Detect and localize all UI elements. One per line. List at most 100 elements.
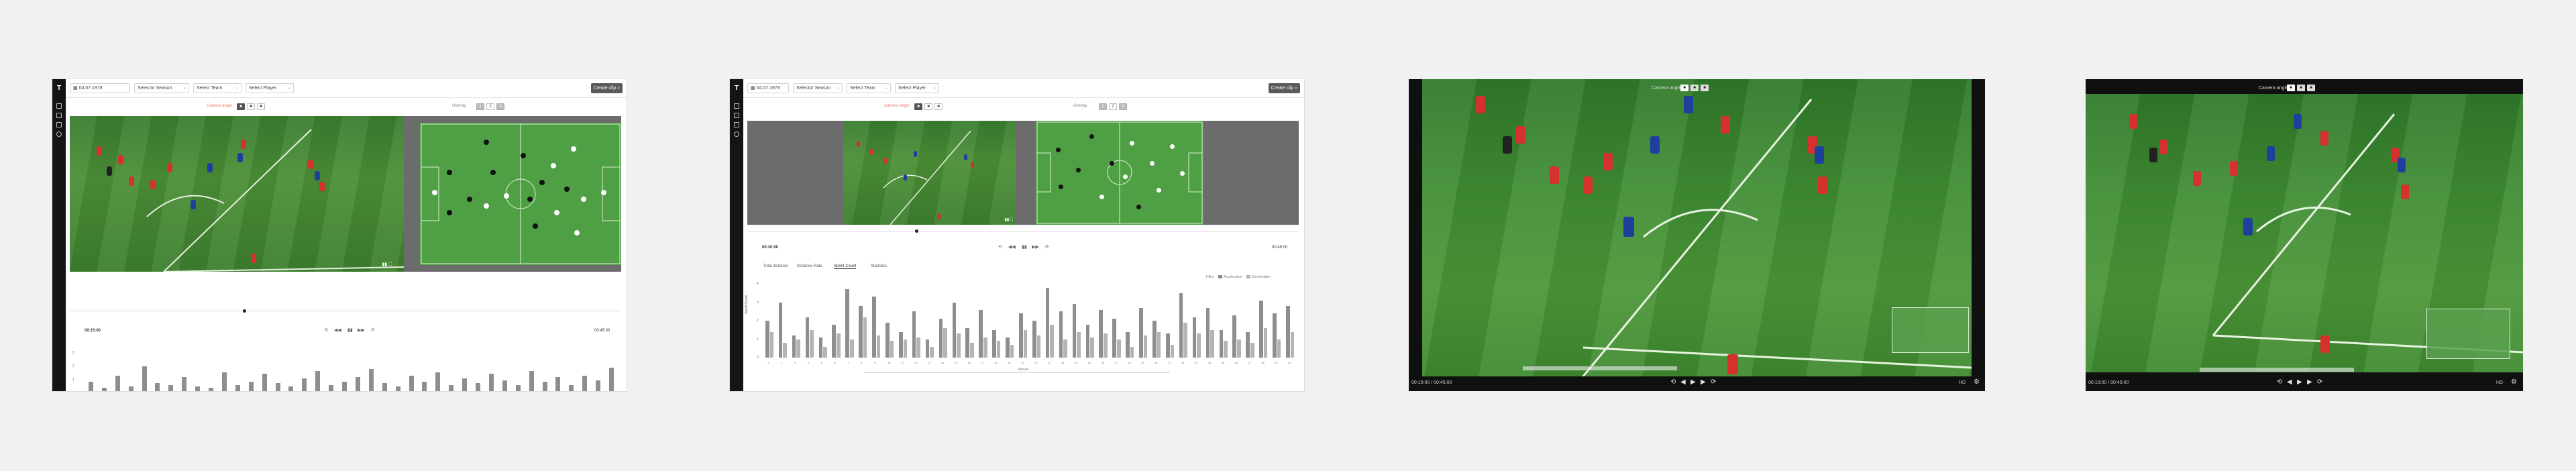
team-select[interactable]: Select Team ⌄ [847, 83, 891, 93]
overlay-option-2[interactable]: 2 [1109, 103, 1117, 110]
match-video[interactable]: ▮▮ ⛶ [843, 121, 1016, 225]
overlay-option-3[interactable]: 3 [1119, 103, 1127, 110]
video-time: 00:10:00 / 00:45:00 [2088, 380, 2129, 385]
forward-icon[interactable]: ⟳ [1711, 378, 1717, 386]
pause-icon[interactable]: ▮▮ [1022, 245, 1027, 250]
next-icon[interactable]: ▶ [2307, 378, 2312, 386]
dashboard-icon[interactable] [734, 103, 739, 109]
app-logo[interactable]: T [734, 85, 739, 92]
pitch-lines [883, 130, 971, 225]
tab-total-distance[interactable]: Total distance [763, 264, 788, 268]
app-logo[interactable]: T [56, 85, 62, 92]
camera-option-3[interactable]: ■ [934, 103, 943, 110]
chevron-down-icon: ⌄ [182, 86, 186, 90]
player-select[interactable]: Select Player ⌄ [246, 83, 294, 93]
camera-option-2[interactable]: ■ [2297, 85, 2305, 91]
forward-icon[interactable]: ⟳ [371, 328, 375, 333]
forward-icon[interactable]: ⟳ [2317, 378, 2323, 386]
create-clip-button[interactable]: Create clip ⌕ [590, 83, 623, 93]
next-icon[interactable]: ▶▶ [358, 328, 365, 333]
camera-option-3[interactable]: ■ [2307, 85, 2315, 91]
overlay-option-2[interactable]: 2 [486, 103, 494, 110]
x-tick: 4 [807, 361, 809, 364]
token-black [1059, 185, 1063, 189]
camera-option-3[interactable]: ■ [1701, 85, 1709, 91]
player-home [1721, 116, 1730, 134]
rewind-icon[interactable]: ⟲ [324, 328, 328, 333]
player-home [883, 158, 887, 164]
rewind-icon[interactable]: ⟲ [998, 245, 1002, 250]
settings-icon[interactable]: ⚙ [1974, 378, 1980, 386]
play-icon[interactable]: ▶ [1690, 378, 1696, 386]
play-icon[interactable]: ▶ [2297, 378, 2302, 386]
prev-icon[interactable]: ◀◀ [334, 328, 341, 333]
chart-bar-acceleration [845, 289, 849, 358]
video-icon[interactable] [56, 113, 62, 118]
prev-icon[interactable]: ◀◀ [1008, 245, 1016, 250]
quality-badge[interactable]: HD [2496, 380, 2504, 385]
stats-icon[interactable] [56, 122, 62, 127]
camera-option-1[interactable]: ■ [237, 103, 245, 110]
chart-bar-acceleration [1205, 307, 1210, 358]
legend-acceleration[interactable]: Acceleration [1224, 275, 1242, 279]
next-icon[interactable]: ▶▶ [1032, 245, 1039, 250]
dashboard-icon[interactable] [56, 103, 62, 109]
video-controls-icons[interactable]: ▮▮ ⛶ [382, 262, 392, 267]
player-select[interactable]: Select Player ⌄ [895, 83, 939, 93]
chart-bar [435, 372, 441, 391]
tab-distance-rate[interactable]: Distance Rate [797, 264, 822, 268]
camera-option-2[interactable]: ■ [247, 103, 255, 110]
chart-bar-deceleration [970, 343, 974, 358]
minimap[interactable] [1892, 307, 1969, 353]
overlay-option-3[interactable]: 3 [496, 103, 504, 110]
camera-option-3[interactable]: ■ [257, 103, 265, 110]
video-scrubber[interactable] [2200, 368, 2354, 372]
pause-icon[interactable]: ▮▮ [347, 328, 353, 333]
x-tick: 7 [847, 361, 849, 364]
tab-sprint-count[interactable]: Sprint Count [834, 264, 857, 269]
timeline-marker[interactable] [243, 309, 246, 313]
match-video[interactable]: ▮▮ ⛶ [70, 116, 404, 272]
season-select[interactable]: Selector Season ⌄ [134, 83, 189, 93]
pitch-lines [146, 129, 404, 272]
camera-option-2[interactable]: ■ [1690, 85, 1699, 91]
next-icon[interactable]: ▶ [1701, 378, 1706, 386]
forward-icon[interactable]: ⟳ [1045, 245, 1049, 250]
stats-icon[interactable] [734, 122, 739, 127]
create-clip-button[interactable]: Create clip ⌕ [1268, 83, 1300, 93]
tab-statistics[interactable]: Statistics [871, 264, 888, 268]
user-icon[interactable] [56, 132, 62, 137]
date-picker[interactable]: ▦ 04.07.1978 [70, 83, 130, 93]
chart-bar-acceleration [1126, 331, 1130, 358]
date-picker[interactable]: ▦ 04.07.1978 [747, 83, 789, 93]
overlay-option-1[interactable]: 1 [476, 103, 484, 110]
video-controls-icons[interactable]: ▮▮ ⛶ [1004, 218, 1013, 222]
chart-bar-acceleration [1085, 324, 1090, 358]
match-video[interactable] [1422, 79, 1972, 376]
prev-icon[interactable]: ◀ [1680, 378, 1686, 386]
overlay-option-1[interactable]: 1 [1099, 103, 1107, 110]
tactical-board[interactable] [420, 123, 621, 265]
tactical-board[interactable] [1036, 121, 1203, 225]
camera-option-1[interactable]: ■ [914, 103, 922, 110]
camera-option-2[interactable]: ■ [924, 103, 932, 110]
video-icon[interactable] [734, 113, 739, 118]
match-video[interactable] [2086, 94, 2523, 372]
camera-option-1[interactable]: ■ [1680, 85, 1688, 91]
quality-badge[interactable]: HD [1959, 380, 1966, 385]
team-select[interactable]: Select Team ⌄ [193, 83, 241, 93]
camera-option-1[interactable]: ■ [2287, 85, 2295, 91]
rewind-icon[interactable]: ⟲ [2277, 378, 2283, 386]
video-scrubber[interactable] [1523, 366, 1677, 370]
rewind-icon[interactable]: ⟲ [1670, 378, 1676, 386]
settings-icon[interactable]: ⚙ [2511, 378, 2517, 386]
prev-icon[interactable]: ◀ [2287, 378, 2292, 386]
legend-deceleration[interactable]: Deceleration [1252, 275, 1271, 279]
season-select[interactable]: Selector Season ⌄ [793, 83, 843, 93]
user-icon[interactable] [734, 132, 739, 137]
minimap[interactable] [2426, 309, 2510, 359]
player-away [904, 174, 907, 180]
sidebar: T [730, 79, 743, 391]
chart-bar-acceleration [818, 337, 823, 358]
timeline-marker[interactable] [915, 229, 918, 233]
